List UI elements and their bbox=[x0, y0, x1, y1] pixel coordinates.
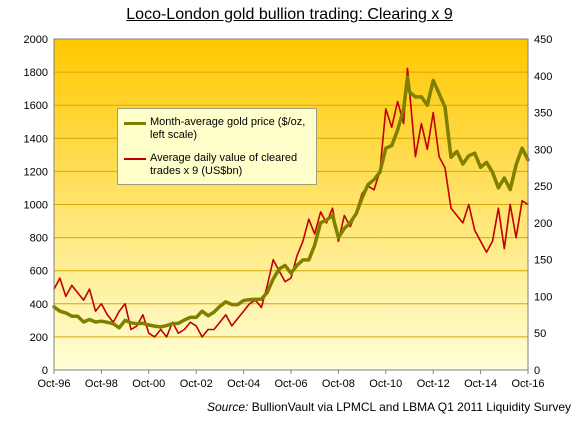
right-axis: 0 50 100 150 200 250 300 350 400 450 bbox=[534, 34, 552, 377]
x-tick-label: Oct-08 bbox=[322, 378, 355, 390]
x-tick-label: Oct-98 bbox=[85, 378, 118, 390]
right-tick-label: 350 bbox=[534, 108, 552, 120]
legend-swatch-gold bbox=[124, 122, 146, 125]
left-tick-label: 400 bbox=[30, 299, 48, 311]
x-tick-label: Oct-10 bbox=[369, 378, 402, 390]
chart-legend: Month-average gold price ($/oz, left sca… bbox=[117, 108, 317, 185]
left-tick-label: 1000 bbox=[24, 200, 48, 212]
right-tick-label: 300 bbox=[534, 144, 552, 156]
right-tick-label: 100 bbox=[534, 291, 552, 303]
x-tick-label: Oct-16 bbox=[511, 378, 544, 390]
right-tick-label: 200 bbox=[534, 218, 552, 230]
x-tick-label: Oct-00 bbox=[132, 378, 165, 390]
source-text: BullionVault via LPMCL and LBMA Q1 2011 … bbox=[251, 400, 571, 414]
x-tick-label: Oct-14 bbox=[464, 378, 497, 390]
left-tick-label: 800 bbox=[30, 233, 48, 245]
series-layer bbox=[52, 67, 530, 338]
left-tick-label: 1400 bbox=[24, 133, 48, 145]
left-tick-label: 0 bbox=[42, 365, 48, 377]
gold-price-line bbox=[52, 75, 530, 330]
right-tick-label: 400 bbox=[534, 71, 552, 83]
chart-title: Loco-London gold bullion trading: Cleari… bbox=[126, 6, 453, 23]
plot-border bbox=[53, 38, 529, 371]
source-note: Source: BullionVault via LPMCL and LBMA … bbox=[207, 400, 571, 414]
left-tick-label: 2000 bbox=[24, 34, 48, 46]
right-tick-label: 150 bbox=[534, 255, 552, 267]
legend-label-gold: Month-average gold price ($/oz, left sca… bbox=[150, 116, 306, 141]
left-tick-label: 1600 bbox=[24, 100, 48, 112]
source-label: Source: bbox=[207, 400, 249, 414]
right-tick-label: 250 bbox=[534, 181, 552, 193]
x-tick-label: Oct-12 bbox=[417, 378, 450, 390]
legend-label-clearing: Average daily value of cleared trades x … bbox=[150, 152, 298, 177]
left-tick-label: 1800 bbox=[24, 67, 48, 79]
x-tick-label: Oct-02 bbox=[180, 378, 213, 390]
legend-swatch-clearing bbox=[124, 158, 146, 160]
x-axis: Oct-96 Oct-98 Oct-00 Oct-02 Oct-04 Oct-06 Oct-… bbox=[37, 370, 545, 390]
left-axis: 0 200 400 600 800 1000 1200 1400 1600 1800 2000 bbox=[24, 34, 48, 377]
right-tick-label: 450 bbox=[534, 34, 552, 46]
right-tick-label: 0 bbox=[534, 365, 540, 377]
left-tick-label: 200 bbox=[30, 332, 48, 344]
x-tick-label: Oct-96 bbox=[37, 378, 70, 390]
x-tick-label: Oct-06 bbox=[274, 378, 307, 390]
left-tick-label: 600 bbox=[30, 266, 48, 278]
right-tick-label: 50 bbox=[534, 328, 546, 340]
left-tick-label: 1200 bbox=[24, 166, 48, 178]
x-tick-label: Oct-04 bbox=[227, 378, 260, 390]
